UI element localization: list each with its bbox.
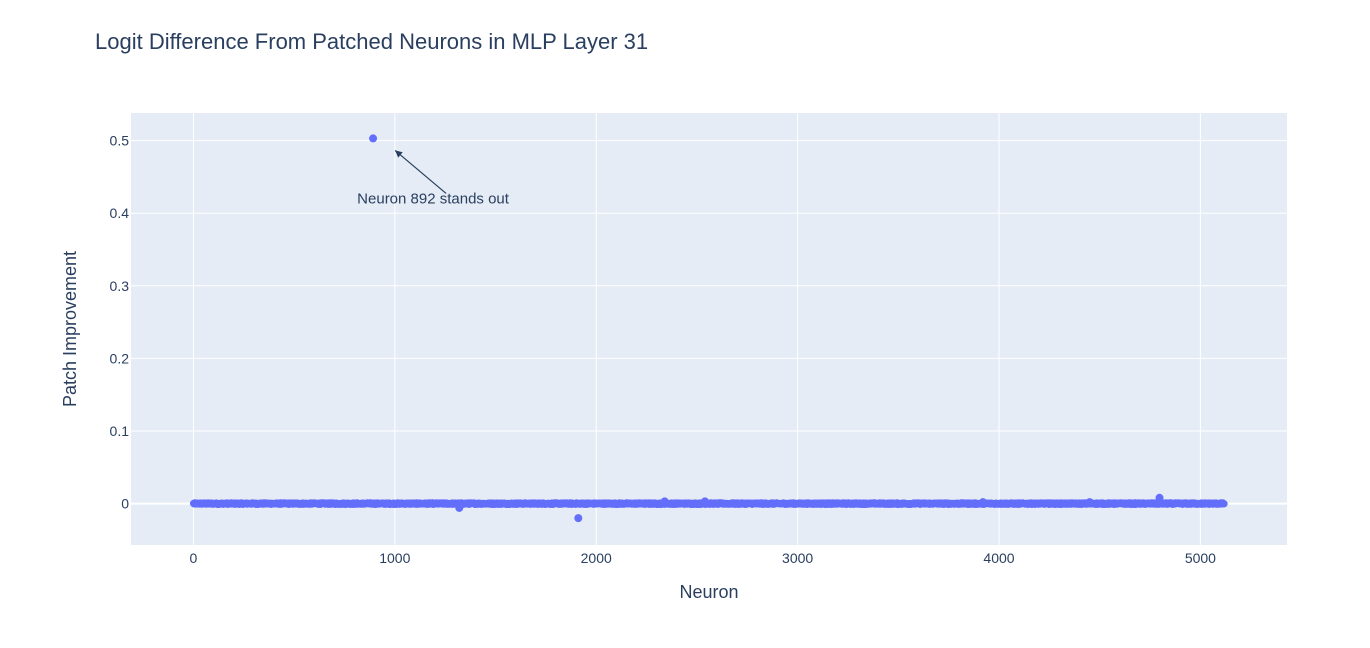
y-tick-label: 0.4 xyxy=(110,205,130,221)
y-tick-labels: 0 0.1 0.2 0.3 0.4 0.5 xyxy=(110,133,130,512)
annotation-arrowhead xyxy=(395,150,403,158)
data-point-outlier xyxy=(700,497,709,506)
x-tick-label: 0 xyxy=(190,550,198,566)
x-tick-labels: 0 1000 2000 3000 4000 5000 xyxy=(190,550,1217,566)
x-gridlines xyxy=(192,113,1201,545)
data-point xyxy=(1220,500,1228,508)
data-point-outlier xyxy=(1085,498,1094,507)
data-point-outlier xyxy=(660,497,669,506)
data-points xyxy=(189,134,1228,523)
x-tick-label: 2000 xyxy=(581,550,612,566)
x-axis-title: Neuron xyxy=(679,582,738,602)
y-tick-label: 0.2 xyxy=(110,350,130,366)
data-point-outlier xyxy=(455,503,464,512)
annotation: Neuron 892 stands out xyxy=(357,149,510,207)
x-tick-label: 4000 xyxy=(983,550,1014,566)
x-tick-label: 1000 xyxy=(379,550,410,566)
data-point-outlier xyxy=(1155,493,1164,502)
y-tick-label: 0.3 xyxy=(110,278,130,294)
x-tick-label: 3000 xyxy=(782,550,813,566)
data-point-outlier xyxy=(369,134,378,143)
annotation-text: Neuron 892 stands out xyxy=(357,190,510,207)
plot-area xyxy=(131,113,1287,545)
x-tick-label: 5000 xyxy=(1185,550,1216,566)
y-tick-label: 0.1 xyxy=(110,423,130,439)
chart-title: Logit Difference From Patched Neurons in… xyxy=(95,29,648,54)
annotation-arrow xyxy=(394,149,447,194)
y-tick-label: 0.5 xyxy=(110,133,130,149)
y-axis-title: Patch Improvement xyxy=(60,251,80,407)
y-tick-label: 0 xyxy=(121,496,129,512)
data-point-outlier xyxy=(574,514,583,523)
data-point-outlier xyxy=(978,498,987,507)
